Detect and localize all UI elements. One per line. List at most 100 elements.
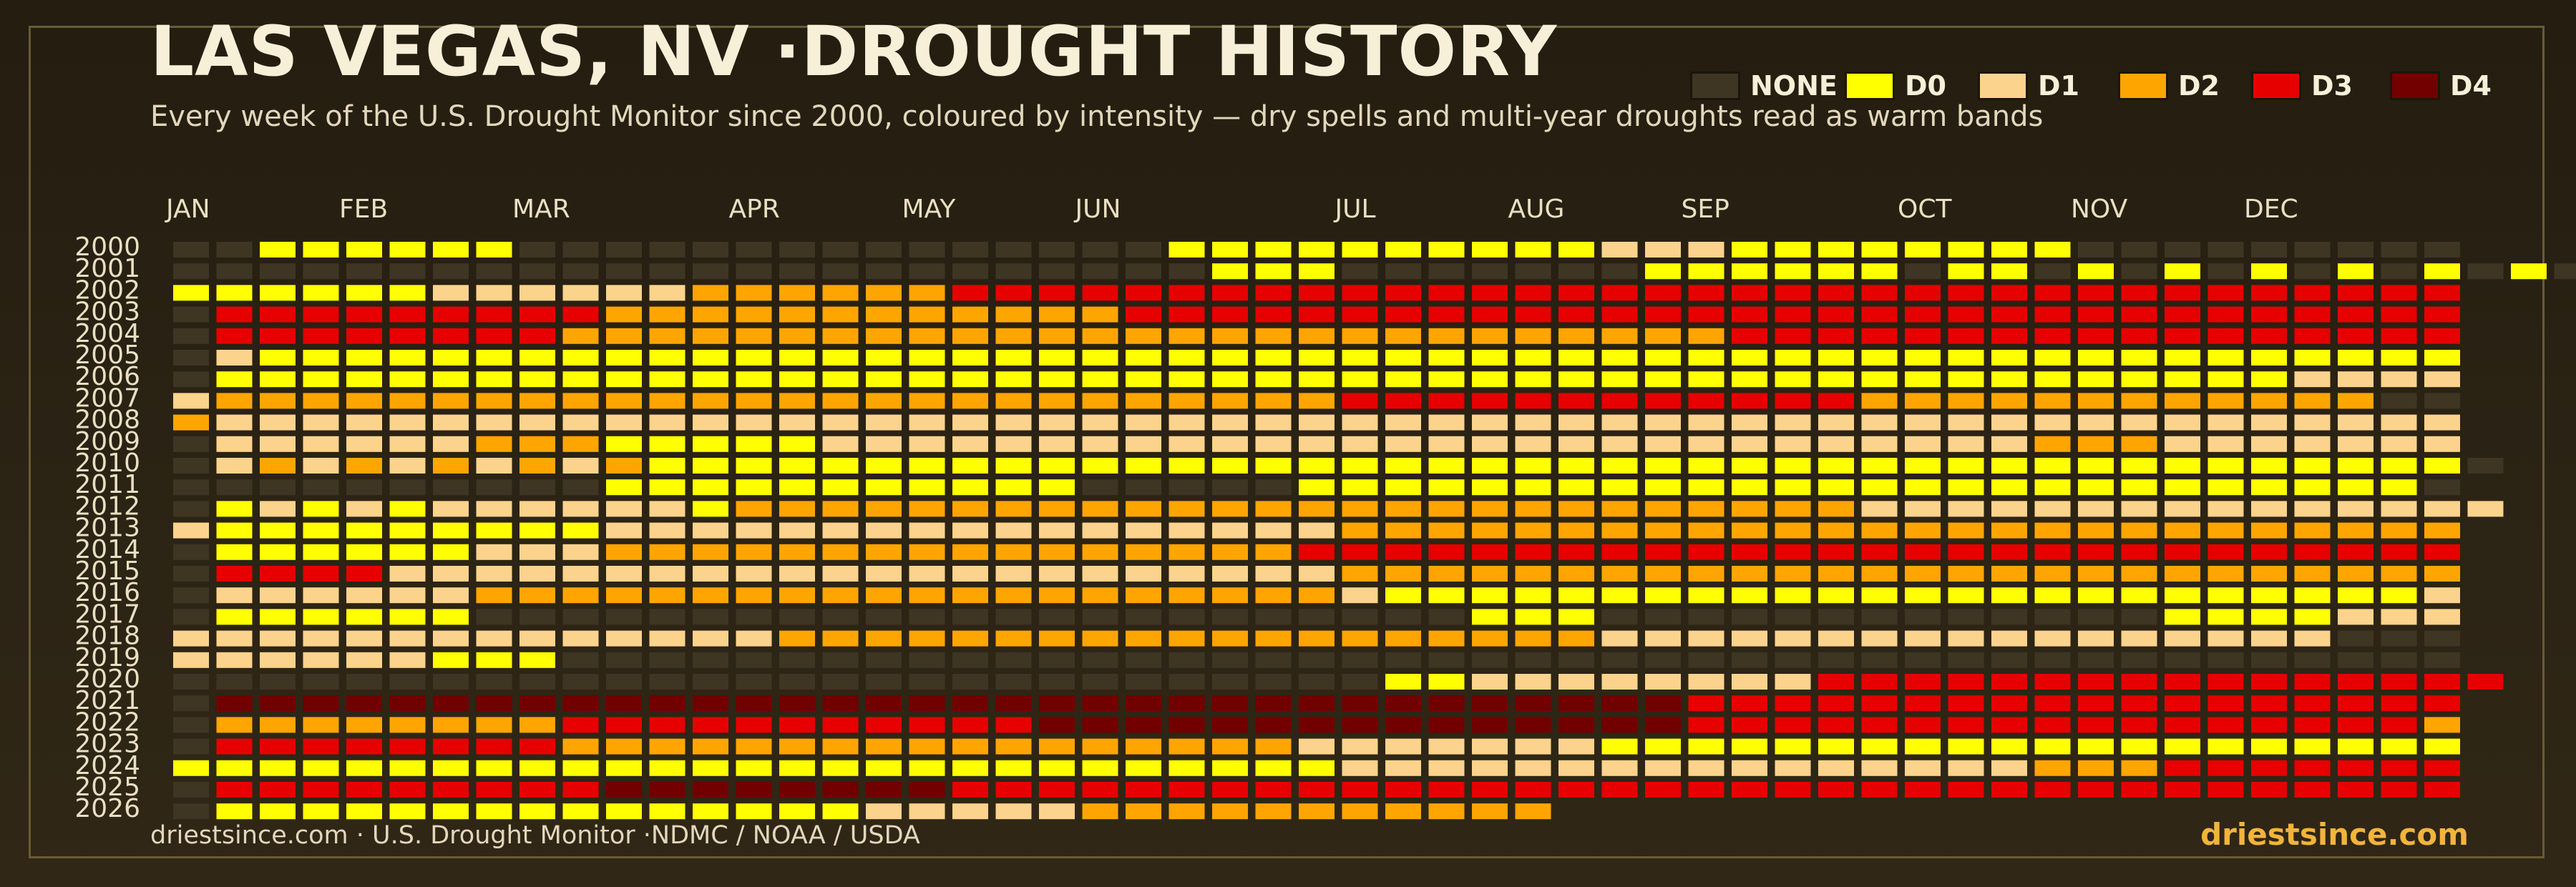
cell-2022-w25	[1212, 717, 1248, 733]
cell-2011-w11	[606, 479, 642, 496]
cell-2004-w33	[1558, 328, 1594, 344]
cell-2009-w30	[1428, 436, 1465, 452]
cell-2022-w38	[1775, 717, 1811, 733]
cell-2017-w14	[736, 609, 772, 625]
cell-2020-w34	[1601, 674, 1638, 690]
cell-2025-w22	[1082, 782, 1118, 798]
cell-2006-w9	[519, 371, 555, 388]
brand-link[interactable]: driestsince.com	[2200, 817, 2469, 852]
cell-2012-w20	[995, 501, 1032, 517]
cell-2008-w29	[1385, 414, 1421, 431]
cell-2019-w36	[1688, 652, 1724, 668]
cell-2016-w36	[1688, 587, 1724, 604]
cell-2023-w12	[649, 738, 686, 755]
cell-2023-w47	[2165, 738, 2200, 755]
cell-2000-w26	[1255, 242, 1292, 258]
cell-2004-w20	[995, 328, 1032, 344]
cell-2016-w38	[1775, 587, 1811, 604]
cell-2025-w10	[562, 782, 599, 798]
cell-2003-w20	[995, 306, 1032, 323]
cell-2018-w29	[1385, 630, 1421, 647]
cell-2003-w22	[1082, 306, 1118, 323]
cell-2012-w19	[952, 501, 988, 517]
cell-2022-w39	[1818, 717, 1854, 733]
cell-2014-w37	[1732, 544, 1767, 560]
cell-2004-w7	[433, 328, 469, 344]
month-label-jun: JUN	[1074, 195, 1121, 224]
cell-2002-w11	[606, 285, 642, 301]
cell-2014-w51	[2338, 544, 2373, 560]
cell-2015-w42	[1948, 566, 1984, 582]
legend-swatch-d3	[2251, 72, 2301, 100]
cell-2000-w32	[1515, 242, 1551, 258]
cell-2019-w5	[346, 652, 382, 668]
cell-2017-w33	[1558, 609, 1594, 625]
cell-2002-w24	[1169, 285, 1205, 301]
cell-2025-w18	[909, 782, 945, 798]
cell-2023-w43	[1991, 738, 2027, 755]
cell-2013-w52	[2381, 522, 2417, 539]
cell-2016-w50	[2294, 587, 2331, 604]
month-label-dec: DEC	[2244, 195, 2298, 224]
cell-2002-w6	[389, 285, 426, 301]
cell-2018-w14	[736, 630, 772, 647]
cell-2015-w44	[2034, 566, 2071, 582]
cell-2010-w52	[2381, 458, 2417, 474]
cell-2005-w43	[1991, 350, 2027, 366]
cell-2017-w34	[1601, 609, 1638, 625]
cell-2000-w38	[1775, 242, 1811, 258]
cell-2019-w25	[1212, 652, 1248, 668]
cell-2018-w12	[649, 630, 686, 647]
cell-2000-w14	[736, 242, 772, 258]
cell-2006-w34	[1601, 371, 1638, 388]
cell-2022-w34	[1601, 717, 1638, 733]
cell-2014-w15	[779, 544, 815, 560]
cell-2020-w15	[779, 674, 815, 690]
cell-2026-w7	[433, 803, 469, 820]
cell-2014-w3	[260, 544, 296, 560]
cell-2018-w28	[1342, 630, 1378, 647]
cell-2025-w11	[606, 782, 642, 798]
cell-2004-w1	[173, 328, 209, 344]
cell-2006-w11	[606, 371, 642, 388]
cell-2007-w1	[173, 393, 209, 409]
cell-2011-w53	[2424, 479, 2460, 496]
cell-2002-w32	[1515, 285, 1551, 301]
cell-2014-w53	[2424, 544, 2460, 560]
cell-2020-w9	[519, 674, 555, 690]
cell-2014-w25	[1212, 544, 1248, 560]
cell-2025-w45	[2078, 782, 2114, 798]
cell-2004-w47	[2165, 328, 2200, 344]
cell-2021-w29	[1385, 695, 1421, 712]
cell-2018-w9	[519, 630, 555, 647]
cell-2018-w46	[2121, 630, 2157, 647]
cell-2001-w27	[1299, 263, 1335, 280]
month-label-feb: FEB	[339, 195, 388, 224]
legend-item-none: NONE	[1690, 70, 1838, 102]
cell-2012-w9	[519, 501, 555, 517]
cell-2018-w31	[1472, 630, 1508, 647]
cell-2022-w19	[952, 717, 988, 733]
cell-2002-w17	[866, 285, 902, 301]
cell-2022-w6	[389, 717, 426, 733]
cell-2020-w25	[1212, 674, 1248, 690]
cell-2008-w35	[1645, 414, 1681, 431]
cell-2020-w2	[216, 674, 253, 690]
cell-2010-w40	[1861, 458, 1898, 474]
cell-2017-w46	[2121, 609, 2157, 625]
cell-2004-w46	[2121, 328, 2157, 344]
cell-2026-w17	[866, 803, 902, 820]
cell-2001-w22	[1082, 263, 1118, 280]
cell-2020-w51	[2338, 674, 2373, 690]
cell-2021-w10	[562, 695, 599, 712]
cell-2016-w28	[1342, 587, 1378, 604]
cell-2005-w32	[1515, 350, 1551, 366]
cell-2012-w11	[606, 501, 642, 517]
cell-2019-w50	[2294, 652, 2331, 668]
cell-2018-w10	[562, 630, 599, 647]
cell-2017-w38	[1775, 609, 1811, 625]
cell-2002-w40	[1861, 285, 1898, 301]
cell-2003-w4	[303, 306, 339, 323]
cell-2005-w12	[649, 350, 686, 366]
cell-2025-w13	[693, 782, 728, 798]
